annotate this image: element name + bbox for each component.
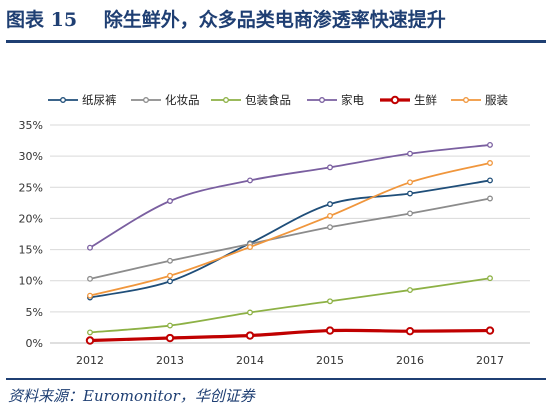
data-point [327, 224, 333, 231]
series-line [89, 197, 491, 280]
legend-label: 家电 [341, 93, 364, 107]
data-point [167, 322, 173, 329]
y-tick-label: 35% [19, 119, 43, 132]
data-point [407, 287, 413, 294]
data-point [247, 244, 253, 251]
legend-label: 生鲜 [414, 93, 437, 107]
data-point [247, 309, 253, 316]
data-point [245, 331, 255, 340]
line-chart: 0% 5% 10% 15% 20% 25% 30% 35% 2012 2013 2014 2015 20… [19, 93, 530, 367]
legend-swatch-marker [390, 95, 400, 105]
source-note: 资料来源：Euromonitor，华创证券 [8, 387, 255, 405]
x-tick-label: 2013 [156, 354, 184, 367]
chart-area: 0% 5% 10% 15% 20% 25% 30% 35% 2012 2013 2014 2015 20… [0, 52, 554, 374]
data-point [167, 257, 173, 264]
data-point [247, 177, 253, 184]
data-point [485, 326, 495, 335]
figure-label: 图表 15 [6, 9, 78, 31]
x-tick-label: 2014 [236, 354, 264, 367]
source-rule [6, 378, 546, 380]
data-point [487, 141, 493, 148]
data-point [165, 333, 175, 343]
data-point [487, 177, 493, 184]
y-tick-label: 30% [19, 150, 43, 163]
x-tick-label: 2016 [396, 354, 424, 367]
legend-swatch-marker [143, 97, 149, 103]
title-rule [6, 40, 546, 43]
figure-title: 图表 15 除生鲜外，众多品类电商渗透率快速提升 [6, 4, 546, 36]
legend-swatch-marker [319, 97, 325, 103]
y-tick-label: 25% [19, 181, 43, 194]
y-tick-label: 5% [26, 306, 43, 319]
legend-label: 纸尿裤 [82, 93, 117, 107]
data-point [405, 326, 415, 336]
data-point [407, 150, 413, 157]
data-point [407, 190, 413, 197]
y-tick-label: 0% [26, 337, 43, 350]
data-point [327, 212, 333, 219]
legend-swatch-marker [223, 97, 229, 103]
data-point [167, 198, 173, 204]
data-point [325, 326, 335, 335]
legend-swatch-marker [60, 97, 66, 103]
x-tick-label: 2012 [76, 354, 104, 367]
legend-swatch-marker [463, 97, 469, 103]
data-point [167, 278, 173, 285]
data-point [87, 275, 93, 282]
data-point [87, 244, 93, 251]
y-tick-label: 10% [19, 275, 43, 288]
data-point [85, 336, 95, 345]
legend-label: 包装食品 [245, 93, 291, 107]
data-point [327, 201, 333, 208]
figure-title-text: 除生鲜外，众多品类电商渗透率快速提升 [103, 9, 446, 31]
data-point [87, 292, 93, 299]
data-point [327, 298, 333, 305]
data-point [487, 160, 493, 166]
data-point [487, 275, 493, 282]
series-line [88, 328, 492, 343]
series-line [89, 277, 491, 334]
y-tick-label: 20% [19, 212, 43, 225]
series-line [89, 162, 491, 297]
data-point [407, 210, 413, 217]
data-point [487, 195, 493, 202]
data-point [327, 164, 333, 171]
legend-label: 服装 [485, 93, 508, 107]
data-point [407, 179, 413, 186]
data-point [87, 329, 93, 336]
x-tick-label: 2015 [316, 354, 344, 367]
x-tick-label: 2017 [476, 354, 504, 367]
legend-label: 化妆品 [165, 93, 200, 107]
data-point [167, 272, 173, 279]
series-line [89, 179, 491, 299]
y-tick-label: 15% [19, 244, 43, 257]
